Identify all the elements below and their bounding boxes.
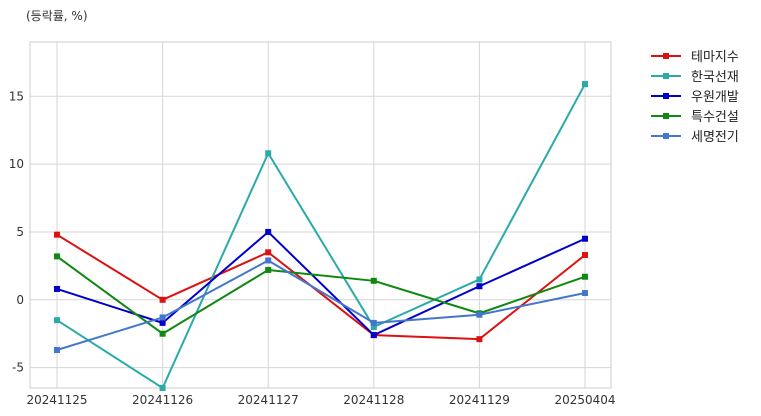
legend-swatch-marker [663, 133, 669, 139]
x-tick-label: 20241126 [132, 393, 193, 407]
legend-label: 세명전기 [691, 130, 739, 145]
y-tick-label: 5 [16, 225, 24, 239]
legend-swatch-marker [663, 113, 669, 119]
series-3 [54, 228, 588, 339]
x-tick-label: 20241127 [238, 393, 299, 407]
series-4 [54, 253, 588, 337]
data-point [54, 317, 60, 324]
series-2 [54, 81, 588, 391]
x-tick-label: 20241129 [449, 393, 510, 407]
data-point [159, 319, 166, 326]
unit-label: (등락률, %) [26, 9, 88, 23]
y-tick-label: 0 [16, 293, 24, 307]
legend-swatch-marker [663, 53, 669, 59]
x-tick-label: 20241128 [343, 393, 404, 407]
x-tick-label: 20241125 [26, 393, 87, 407]
legend-item: 세명전기 [651, 130, 739, 145]
data-point [54, 231, 60, 238]
data-point [370, 319, 377, 326]
data-point [54, 253, 60, 260]
legend-swatch-marker [663, 93, 669, 99]
data-point [582, 273, 588, 280]
legend-item: 특수건설 [651, 110, 739, 125]
x-tick-label: 20250404 [554, 393, 615, 407]
legend-label: 특수건설 [691, 110, 739, 125]
data-point [265, 228, 272, 235]
y-axis: -5 0 5 10 15 [9, 89, 24, 374]
data-point [582, 252, 588, 259]
data-point [582, 81, 588, 88]
series-5 [54, 257, 588, 354]
data-point [265, 257, 272, 264]
series-line [56, 255, 586, 335]
x-axis: 20241125 20241126 20241127 20241128 20241129… [26, 393, 615, 407]
series-line [56, 83, 586, 389]
data-point [54, 285, 60, 292]
data-point [476, 311, 483, 318]
series-line [56, 233, 586, 341]
series-line [56, 230, 586, 337]
data-point [582, 290, 588, 297]
legend-item: 우원개발 [651, 90, 739, 105]
data-point [476, 336, 483, 343]
y-tick-label: -5 [12, 361, 24, 375]
data-point [159, 330, 166, 337]
legend-label: 한국선재 [691, 70, 739, 85]
data-point [265, 150, 272, 157]
data-point [54, 347, 60, 354]
legend-item: 한국선재 [651, 70, 739, 85]
series-group [54, 81, 588, 391]
legend-swatch-marker [663, 73, 669, 79]
legend-item: 테마지수 [651, 50, 739, 65]
data-point [582, 235, 588, 242]
data-point [159, 314, 166, 321]
data-point [476, 276, 483, 283]
data-point [159, 385, 166, 391]
y-tick-label: 10 [9, 157, 24, 171]
data-point [476, 283, 483, 290]
data-point [370, 277, 377, 284]
data-point [370, 323, 377, 330]
series-line [56, 259, 586, 351]
legend-label: 테마지수 [691, 50, 739, 65]
data-point [370, 332, 377, 339]
data-point [265, 266, 272, 273]
legend-label: 우원개발 [691, 90, 739, 105]
grid [30, 42, 611, 388]
y-tick-label: 15 [9, 89, 24, 103]
plot-frame [29, 41, 612, 389]
data-point [265, 249, 272, 256]
data-point [159, 296, 166, 303]
